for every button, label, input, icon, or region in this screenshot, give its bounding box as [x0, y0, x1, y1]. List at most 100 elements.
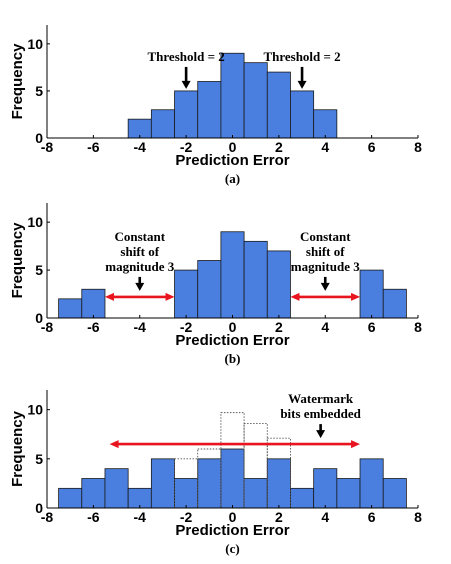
x-tick-label: -2	[180, 139, 193, 155]
x-tick-label: 6	[368, 509, 376, 525]
bar	[197, 458, 222, 509]
annotation-text: magnitude 3	[291, 259, 360, 274]
annotation-text: magnitude 3	[105, 259, 174, 274]
y-tick-label: 5	[35, 451, 43, 467]
x-tick-label: 2	[275, 509, 283, 525]
bar	[290, 487, 315, 509]
annotation-arrow-head	[297, 80, 307, 89]
spread-arrow-head-left	[109, 440, 119, 449]
bar	[359, 269, 384, 319]
x-tick-label: -8	[41, 509, 54, 525]
annotation-text: Watermark	[288, 391, 354, 406]
x-tick-label: -8	[41, 139, 54, 155]
bar	[336, 478, 361, 509]
bar	[313, 468, 338, 509]
x-tick-label: 4	[321, 509, 329, 525]
x-tick-label: -4	[134, 319, 147, 335]
x-tick-label: 6	[368, 139, 376, 155]
annotation-arrow-head	[316, 430, 326, 439]
y-tick-label: 10	[27, 402, 43, 418]
annotation-arrow-head	[320, 282, 330, 291]
x-axis-label: Prediction Error	[175, 332, 289, 349]
panel-caption: (c)	[225, 541, 239, 556]
x-tick-label: -2	[180, 319, 193, 335]
original-histogram-outline-bar	[266, 437, 291, 509]
bar	[290, 90, 315, 139]
shift-arrow-head-left	[104, 292, 114, 301]
y-tick-label: 0	[35, 500, 43, 516]
y-tick-label: 10	[27, 214, 43, 230]
bar	[266, 458, 291, 509]
y-axis-label: Frequency	[9, 43, 26, 120]
chart-panel-3: -8 -6 -4 -2 0 2 4 6 8 0 5 10 Prediction Error Frequen…	[9, 390, 422, 556]
x-tick-label: 8	[414, 319, 422, 335]
y-tick-label: 0	[35, 310, 43, 326]
bar	[150, 109, 175, 139]
annotation-arrow-head	[135, 282, 145, 291]
panel-caption: (a)	[225, 171, 240, 186]
y-tick-label: 5	[35, 83, 43, 99]
x-tick-label: 4	[321, 319, 329, 335]
y-tick-label: 10	[27, 36, 43, 52]
annotation-text: Threshold = 2	[263, 49, 340, 64]
bar	[58, 487, 83, 509]
bar	[58, 298, 83, 319]
bar	[220, 231, 245, 319]
x-axis-label: Prediction Error	[175, 152, 289, 169]
x-tick-label: 0	[229, 319, 237, 335]
x-tick-label: 0	[229, 509, 237, 525]
x-tick-label: 8	[414, 509, 422, 525]
x-tick-label: 4	[321, 139, 329, 155]
bar	[197, 81, 222, 139]
x-tick-label: -2	[180, 509, 193, 525]
bar	[313, 109, 338, 139]
bar	[359, 458, 384, 509]
bar	[104, 468, 129, 509]
panel-caption: (b)	[225, 351, 241, 366]
y-axis-label: Frequency	[9, 410, 26, 487]
annotation-text: shift of	[120, 244, 159, 259]
chart-panel-2: -8 -6 -4 -2 0 2 4 6 8 0 5 10 Prediction Error Frequen…	[9, 203, 422, 366]
x-tick-label: -6	[87, 509, 100, 525]
x-tick-label: -4	[134, 139, 147, 155]
spread-arrow-head-right	[351, 440, 361, 449]
bar	[174, 269, 199, 319]
x-tick-label: -6	[87, 139, 100, 155]
bar	[243, 478, 268, 509]
annotation-text: Constant	[300, 229, 351, 244]
annotation-text: Threshold = 2	[148, 49, 225, 64]
bar	[174, 90, 199, 139]
shift-arrow-head-right	[165, 292, 175, 301]
original-histogram-outline-bar	[174, 458, 199, 509]
bar	[220, 52, 245, 139]
bar	[197, 260, 222, 319]
x-tick-label: 2	[275, 319, 283, 335]
shift-arrow-head-left	[290, 292, 300, 301]
y-tick-label: 0	[35, 130, 43, 146]
bar	[266, 71, 291, 139]
bar	[382, 288, 407, 319]
annotation-text: bits embedded	[280, 406, 361, 421]
x-tick-label: 0	[229, 139, 237, 155]
annotation-text: Constant	[114, 229, 165, 244]
x-tick-label: -8	[41, 319, 54, 335]
bar	[243, 240, 268, 319]
bar	[81, 288, 106, 319]
y-tick-label: 5	[35, 262, 43, 278]
x-tick-label: 8	[414, 139, 422, 155]
bar	[243, 62, 268, 139]
bar	[174, 478, 199, 509]
bar	[382, 478, 407, 509]
x-tick-label: -4	[134, 509, 147, 525]
bar	[150, 458, 175, 509]
bar	[266, 250, 291, 319]
annotation-arrow-head	[181, 80, 191, 89]
shift-arrow-head-right	[351, 292, 361, 301]
chart-panel-1: -8 -6 -4 -2 0 2 4 6 8 0 5 10 Prediction Error Frequen…	[9, 25, 422, 186]
bar	[220, 448, 245, 509]
x-tick-label: 6	[368, 319, 376, 335]
x-axis-label: Prediction Error	[175, 522, 289, 539]
annotation-text: shift of	[306, 244, 345, 259]
bar	[81, 478, 106, 509]
